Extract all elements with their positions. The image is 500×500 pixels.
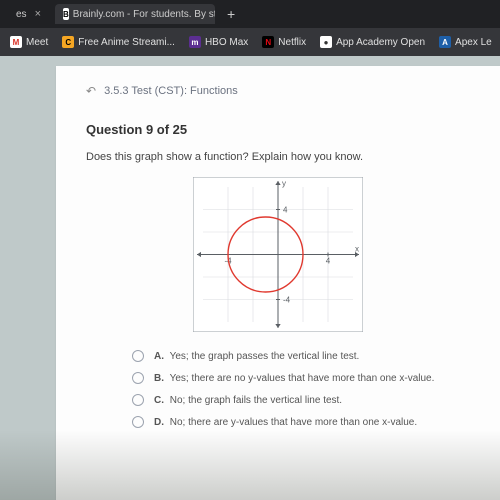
back-arrow-icon[interactable]: ↶ [86, 84, 96, 98]
page-background: ↶ 3.5.3 Test (CST): Functions Question 9… [0, 56, 500, 500]
content-card: ↶ 3.5.3 Test (CST): Functions Question 9… [56, 66, 500, 500]
svg-text:4: 4 [283, 206, 288, 215]
breadcrumb-text: 3.5.3 Test (CST): Functions [104, 85, 238, 97]
bookmark-favicon: ● [320, 36, 332, 48]
answer-option[interactable]: D. No; there are y-values that have more… [132, 416, 470, 428]
tab-label: es [16, 9, 27, 20]
bookmark-favicon: N [262, 36, 274, 48]
bookmark-bar: M Meet C Free Anime Streami... m HBO Max N Netf… [0, 28, 500, 56]
bookmark-item[interactable]: C Free Anime Streami... [62, 36, 175, 48]
svg-text:-4: -4 [283, 296, 291, 305]
bookmark-label: HBO Max [205, 37, 248, 48]
svg-text:x: x [355, 245, 359, 254]
graph-container: -44-44yx [193, 177, 363, 332]
svg-text:y: y [282, 179, 286, 188]
close-icon[interactable]: × [35, 8, 41, 20]
breadcrumb[interactable]: ↶ 3.5.3 Test (CST): Functions [86, 84, 470, 98]
browser-tab-inactive[interactable]: es × [8, 4, 49, 24]
browser-tab-strip: es × B Brainly.com - For students. By st… [0, 0, 500, 28]
bookmark-label: Netflix [278, 37, 306, 48]
bookmark-item[interactable]: M Meet [10, 36, 48, 48]
answer-list: A. Yes; the graph passes the vertical li… [132, 350, 470, 428]
bookmark-label: Free Anime Streami... [78, 37, 175, 48]
new-tab-button[interactable]: + [221, 6, 241, 22]
question-heading: Question 9 of 25 [86, 122, 470, 137]
radio-icon[interactable] [132, 394, 144, 406]
svg-text:4: 4 [326, 257, 331, 266]
bookmark-favicon: M [10, 36, 22, 48]
answer-option[interactable]: A. Yes; the graph passes the vertical li… [132, 350, 470, 362]
bookmark-favicon: C [62, 36, 74, 48]
radio-icon[interactable] [132, 416, 144, 428]
function-graph: -44-44yx [193, 177, 363, 332]
bookmark-item[interactable]: N Netflix [262, 36, 306, 48]
bookmark-label: Meet [26, 37, 48, 48]
answer-option[interactable]: B. Yes; there are no y-values that have … [132, 372, 470, 384]
bookmark-label: Apex Le [455, 37, 492, 48]
browser-tab-active[interactable]: B Brainly.com - For students. By st × [55, 4, 215, 24]
radio-icon[interactable] [132, 372, 144, 384]
radio-icon[interactable] [132, 350, 144, 362]
bookmark-item[interactable]: ● App Academy Open [320, 36, 425, 48]
tab-label: Brainly.com - For students. By st [73, 9, 215, 20]
answer-text: A. Yes; the graph passes the vertical li… [154, 351, 359, 362]
bookmark-favicon: m [189, 36, 201, 48]
bookmark-label: App Academy Open [336, 37, 425, 48]
answer-text: B. Yes; there are no y-values that have … [154, 373, 434, 384]
answer-text: D. No; there are y-values that have more… [154, 417, 417, 428]
tab-favicon: B [63, 8, 69, 20]
answer-option[interactable]: C. No; the graph fails the vertical line… [132, 394, 470, 406]
bookmark-item[interactable]: m HBO Max [189, 36, 248, 48]
bookmark-item[interactable]: A Apex Le [439, 36, 492, 48]
answer-text: C. No; the graph fails the vertical line… [154, 395, 342, 406]
question-prompt: Does this graph show a function? Explain… [86, 151, 470, 163]
bookmark-favicon: A [439, 36, 451, 48]
